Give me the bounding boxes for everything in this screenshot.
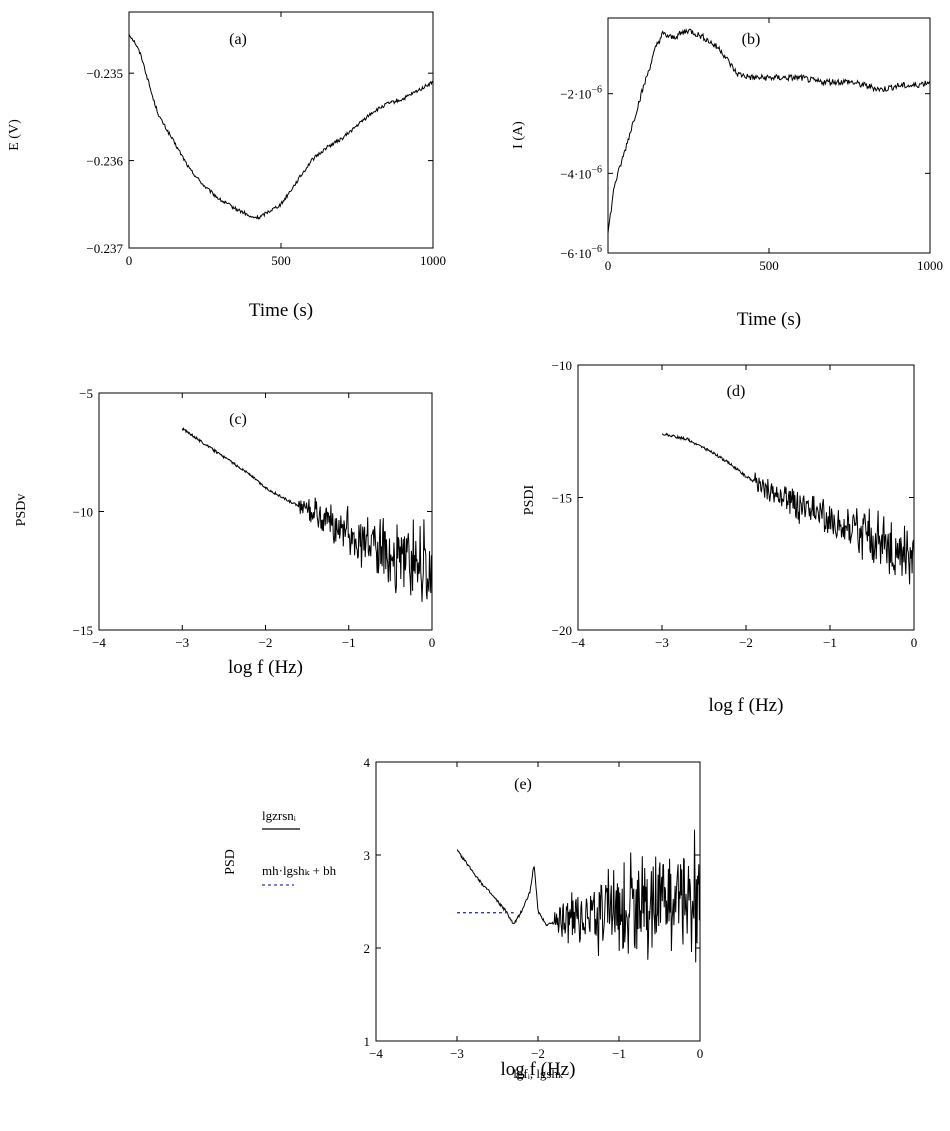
y-axis-label: PSD: [223, 849, 238, 875]
x-tick-label: 0: [605, 258, 612, 273]
x-tick-label: −4: [92, 635, 106, 650]
y-tick-label: 1: [364, 1034, 371, 1049]
y-tick-label: −15: [552, 491, 572, 506]
x-tick-label: 500: [271, 253, 291, 268]
x-axis-label: lgfᵢ, lgshₖ: [513, 1066, 564, 1081]
y-tick-label: −0.237: [86, 241, 123, 256]
x-axis-label: log f (Hz): [228, 657, 303, 678]
panel-d: −4 −3 −2 −1 0−20−15−10(d)log f (Hz)PSDI: [522, 358, 917, 716]
x-tick-label: 0: [126, 253, 133, 268]
panel-label: (c): [229, 411, 247, 428]
panel-c: −4 −3 −2 −1 0−15−10−5(c)log f (Hz)PSDv: [14, 386, 435, 678]
x-tick-label: −2: [739, 635, 753, 650]
legend-label: lgzrsnᵢ: [262, 808, 297, 823]
x-tick-label: −2: [259, 635, 273, 650]
x-tick-label: −3: [175, 635, 189, 650]
x-tick-label: −4: [369, 1046, 383, 1061]
series-line-d-1: [661, 432, 915, 585]
x-tick-label: −1: [823, 635, 837, 650]
x-axis-label-2: log f (Hz): [501, 1059, 576, 1080]
y-tick-label: 4: [364, 755, 371, 770]
y-axis-label: E (V): [7, 119, 22, 151]
panel-b: 0 500 1000 −6·10−6 −4·10−6 −2·10−6 (b) Time (s)…: [511, 17, 943, 330]
plot-frame-a: [128, 11, 434, 249]
y-tick-label: −10: [73, 505, 93, 520]
y-tick-label: −10: [552, 358, 572, 373]
x-tick-label: −4: [571, 635, 585, 650]
x-tick-label: −3: [655, 635, 669, 650]
x-tick-label: 1000: [917, 258, 943, 273]
series-line-b-1: [607, 27, 931, 234]
y-tick-label: −6·10−6: [560, 244, 602, 261]
y-tick-label: −0.235: [86, 66, 123, 81]
x-tick-label: 500: [759, 258, 779, 273]
x-axis-label: log f (Hz): [709, 695, 784, 716]
panel-a: 0 500 1000 −0.237 −0.236 −0.235 (a) Time (s) E (…: [7, 11, 446, 321]
y-axis-label: I (A): [511, 121, 526, 149]
y-tick-label: −0.236: [86, 154, 123, 169]
panel-label: (e): [514, 776, 532, 793]
y-tick-label: 3: [364, 848, 371, 863]
panel-label: (d): [727, 383, 746, 400]
x-tick-label: 0: [429, 635, 436, 650]
plot-frame-b: [607, 17, 931, 254]
plot-frame-d: [577, 364, 915, 631]
x-tick-label: −1: [342, 635, 356, 650]
y-tick-label: −2·10−6: [560, 85, 602, 102]
series-line-a-1: [128, 33, 434, 220]
x-tick-label: 1000: [420, 253, 446, 268]
plot-frame-c: [98, 392, 433, 631]
x-tick-label: 0: [697, 1046, 704, 1061]
x-tick-label: −2: [531, 1046, 545, 1061]
series-line-e-1: [456, 829, 701, 963]
x-tick-label: 0: [911, 635, 918, 650]
panel-label: (b): [742, 31, 761, 48]
x-axis-label: Time (s): [249, 300, 313, 321]
y-axis-label: PSDv: [14, 494, 29, 527]
panel-label: (a): [229, 31, 247, 48]
y-tick-label: −20: [552, 623, 572, 638]
y-tick-label: 2: [364, 941, 371, 956]
y-tick-label: −4·10−6: [560, 164, 602, 181]
x-axis-label: Time (s): [737, 309, 801, 330]
y-tick-label: −15: [73, 623, 93, 638]
y-axis-label: PSDI: [522, 484, 537, 515]
x-tick-label: −3: [450, 1046, 464, 1061]
x-tick-label: −1: [612, 1046, 626, 1061]
series-line-c-1: [181, 427, 433, 602]
y-tick-label: −5: [79, 386, 93, 401]
legend-label: mh·lgshₖ + bh: [262, 863, 337, 878]
